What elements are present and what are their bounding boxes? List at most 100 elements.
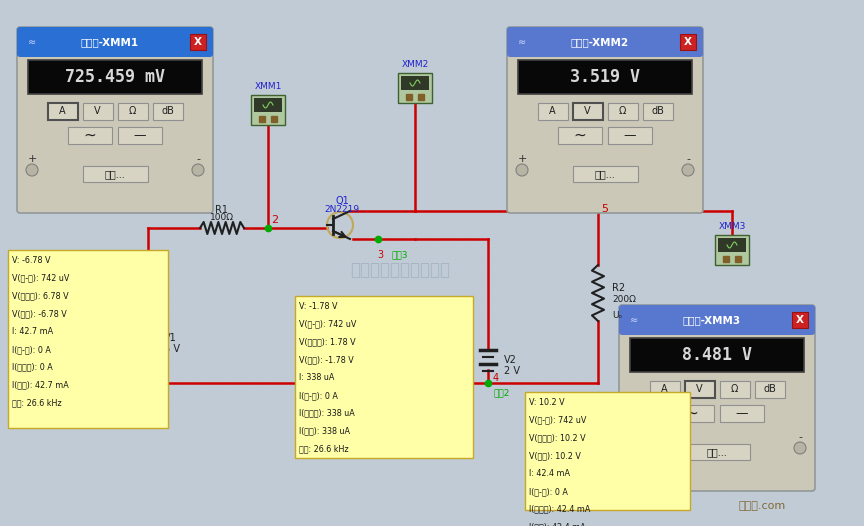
Text: Uₒ: Uₒ [612, 310, 622, 319]
Text: XMM1: XMM1 [254, 82, 282, 91]
Bar [680, 34, 696, 50]
Text: I: 42.4 mA: I: 42.4 mA [529, 469, 570, 478]
Circle shape [26, 164, 38, 176]
Text: I(峰-峰): 0 A: I(峰-峰): 0 A [529, 487, 568, 496]
Bar [630, 338, 804, 372]
Bar [684, 444, 749, 460]
Bar [792, 312, 808, 328]
Text: +: + [28, 154, 36, 164]
Text: +: + [518, 154, 527, 164]
Text: 探醑2: 探醑2 [493, 388, 510, 397]
Text: R2: R2 [612, 283, 626, 293]
Text: -: - [798, 432, 802, 442]
Text: -: - [686, 154, 690, 164]
Text: 设置...: 设置... [707, 447, 727, 457]
Bar [525, 392, 690, 510]
Text: X: X [796, 315, 804, 325]
Circle shape [794, 442, 806, 454]
Text: Ω: Ω [731, 385, 738, 394]
Bar [48, 103, 78, 120]
Bar [684, 381, 715, 398]
Text: V: V [94, 106, 101, 116]
Bar [28, 60, 202, 94]
Text: —: — [624, 129, 636, 142]
Text: Ω: Ω [129, 106, 137, 116]
Text: —: — [134, 129, 146, 142]
Text: 接优图.com: 接优图.com [739, 501, 785, 511]
Text: ~: ~ [686, 406, 698, 421]
Text: I(有效値): 338 uA: I(有效値): 338 uA [299, 409, 355, 418]
Bar [718, 238, 746, 252]
Text: I: 338 uA: I: 338 uA [299, 373, 334, 382]
Bar [8, 250, 168, 428]
Text: V(峰-峰): 742 uV: V(峰-峰): 742 uV [299, 320, 356, 329]
Text: V(直流): -6.78 V: V(直流): -6.78 V [12, 309, 67, 318]
Text: ~: ~ [84, 128, 97, 143]
FancyBboxPatch shape [17, 27, 213, 213]
Text: 8.481 V: 8.481 V [682, 346, 752, 364]
Circle shape [628, 442, 640, 454]
Text: V(有效値): 6.78 V: V(有效値): 6.78 V [12, 291, 68, 300]
Text: 设置...: 设置... [105, 169, 125, 179]
Text: 3.519 V: 3.519 V [570, 68, 640, 86]
FancyBboxPatch shape [619, 305, 815, 491]
Text: 频率: 26.6 kHz: 频率: 26.6 kHz [299, 444, 349, 453]
Bar [607, 103, 638, 120]
Text: 设置...: 设置... [594, 169, 615, 179]
Bar [754, 381, 785, 398]
Text: V(直流): 10.2 V: V(直流): 10.2 V [529, 451, 581, 460]
Text: —: — [736, 407, 748, 420]
Bar [650, 381, 679, 398]
Bar [22, 32, 212, 212]
Bar [295, 296, 473, 458]
Bar [118, 103, 148, 120]
Text: 频率: 26.6 kHz: 频率: 26.6 kHz [12, 398, 61, 408]
Bar [643, 103, 672, 120]
Text: 100Ω: 100Ω [210, 214, 234, 222]
Text: 2: 2 [271, 215, 278, 225]
Text: V(直流): -1.78 V: V(直流): -1.78 V [299, 356, 353, 365]
Text: 5: 5 [601, 204, 608, 214]
Text: dB: dB [651, 106, 664, 116]
Text: V: 10.2 V: V: 10.2 V [529, 398, 565, 407]
Text: X: X [684, 37, 692, 47]
Bar [153, 103, 182, 120]
Text: 3: 3 [377, 250, 383, 260]
Text: ≈: ≈ [518, 37, 526, 47]
Text: dB: dB [763, 385, 776, 394]
Text: I(直流): 42.7 mA: I(直流): 42.7 mA [12, 381, 69, 390]
Text: V(有效値): 1.78 V: V(有效値): 1.78 V [299, 338, 356, 347]
Text: 725.459 mV: 725.459 mV [65, 68, 165, 86]
Text: A: A [60, 106, 66, 116]
Bar [670, 405, 714, 422]
Bar [720, 405, 764, 422]
Text: V(峰-峰): 742 uV: V(峰-峰): 742 uV [12, 274, 69, 283]
Text: 探醑1: 探醑1 [152, 298, 168, 307]
Bar [608, 127, 652, 144]
Bar [558, 127, 602, 144]
Text: A: A [661, 385, 668, 394]
Circle shape [516, 164, 528, 176]
Bar [715, 235, 749, 265]
Bar [512, 32, 702, 212]
Bar [251, 95, 285, 125]
Text: 5 V: 5 V [164, 344, 180, 354]
Text: 杭州将睷科技有限公司: 杭州将睷科技有限公司 [350, 261, 450, 279]
Text: ≈: ≈ [630, 315, 638, 325]
Text: X: X [194, 37, 202, 47]
Text: 万用表-XMM2: 万用表-XMM2 [571, 37, 629, 47]
FancyBboxPatch shape [17, 27, 213, 57]
Text: A: A [550, 106, 556, 116]
Circle shape [682, 164, 694, 176]
Text: V(有效値): 10.2 V: V(有效値): 10.2 V [529, 433, 586, 442]
Bar [720, 381, 749, 398]
Text: I(峰-峰): 0 A: I(峰-峰): 0 A [299, 391, 338, 400]
Text: 万用表-XMM1: 万用表-XMM1 [81, 37, 139, 47]
Bar [82, 103, 112, 120]
Bar [68, 127, 112, 144]
Text: Ω: Ω [619, 106, 626, 116]
Bar [624, 310, 814, 490]
Text: 万用表-XMM3: 万用表-XMM3 [683, 315, 741, 325]
Text: I: 42.7 mA: I: 42.7 mA [12, 327, 53, 336]
Bar [401, 76, 429, 90]
